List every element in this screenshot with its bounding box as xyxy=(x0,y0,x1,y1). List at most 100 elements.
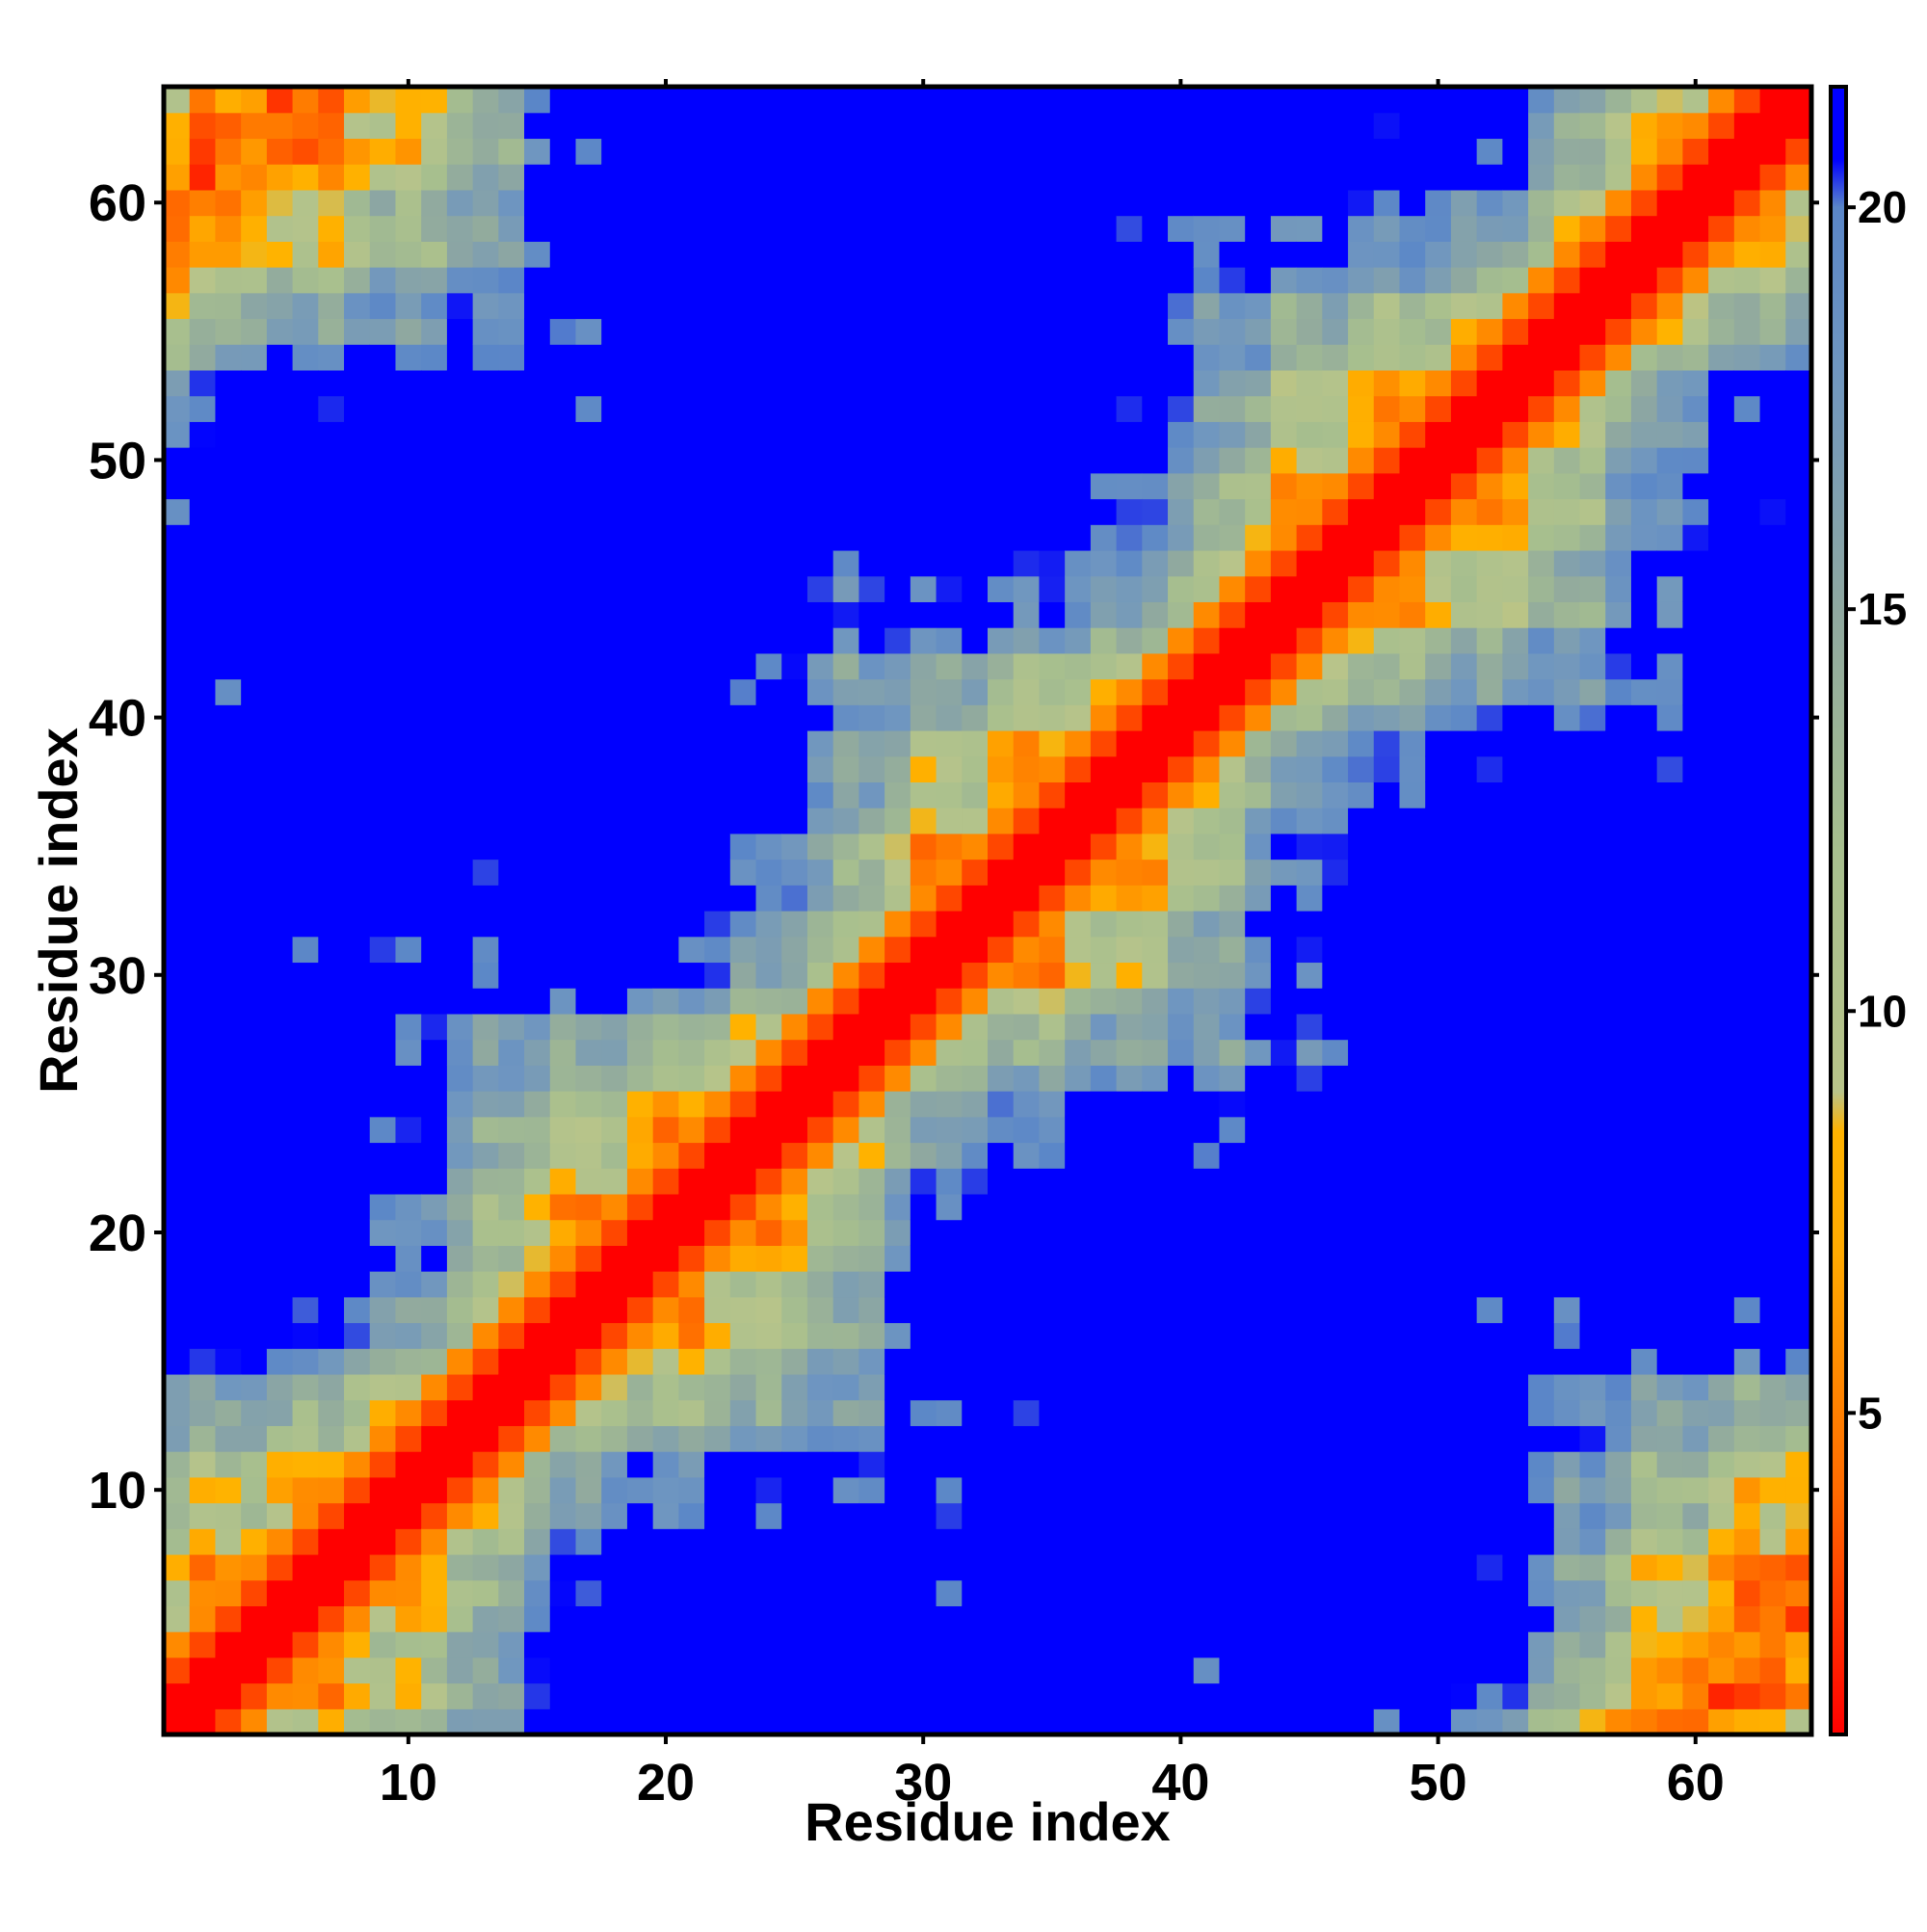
heatmap-cell xyxy=(1116,678,1143,705)
heatmap-cell xyxy=(1116,627,1143,654)
heatmap-cell xyxy=(1193,1142,1221,1169)
heatmap-cell xyxy=(1450,601,1478,628)
heatmap-cell xyxy=(806,962,834,989)
heatmap-cell xyxy=(575,1348,602,1375)
heatmap-cell xyxy=(781,1039,808,1066)
heatmap-cell xyxy=(1039,241,1066,268)
heatmap-cell xyxy=(1116,1656,1143,1684)
heatmap-cell xyxy=(1296,1399,1323,1426)
heatmap-cell xyxy=(1759,1013,1786,1041)
heatmap-cell xyxy=(395,1528,422,1555)
heatmap-cell xyxy=(806,1245,834,1272)
heatmap-cell xyxy=(704,189,731,217)
heatmap-cell xyxy=(1322,704,1349,731)
heatmap-cell xyxy=(1245,1091,1272,1118)
heatmap-cell xyxy=(755,833,782,860)
heatmap-cell xyxy=(1656,87,1684,114)
heatmap-cell xyxy=(781,189,808,217)
heatmap-cell xyxy=(1090,936,1118,964)
heatmap-cell xyxy=(1579,1116,1606,1144)
heatmap-cell xyxy=(1476,1065,1503,1092)
heatmap-cell xyxy=(806,911,834,938)
heatmap-cell xyxy=(344,1605,371,1632)
heatmap-cell xyxy=(1142,885,1169,912)
heatmap-cell xyxy=(1245,369,1272,397)
heatmap-cell xyxy=(626,1193,654,1221)
heatmap-cell xyxy=(189,112,217,140)
heatmap-cell xyxy=(575,241,602,268)
colorbar-tick-label: 20 xyxy=(1858,182,1907,232)
heatmap-cell xyxy=(936,189,963,217)
heatmap-cell xyxy=(1733,755,1761,783)
heatmap-cell xyxy=(1759,1579,1786,1607)
heatmap-cell xyxy=(421,1193,448,1221)
heatmap-cell xyxy=(601,215,628,242)
heatmap-cell xyxy=(729,318,757,345)
heatmap-cell xyxy=(1245,241,1272,268)
heatmap-cell xyxy=(1605,421,1632,448)
heatmap-cell xyxy=(164,1322,191,1349)
heatmap-cell xyxy=(1579,1451,1606,1478)
heatmap-cell xyxy=(395,652,422,680)
heatmap-cell xyxy=(1193,988,1221,1015)
heatmap-cell xyxy=(369,87,397,114)
heatmap-cell xyxy=(189,395,217,422)
heatmap-cell xyxy=(1270,704,1298,731)
heatmap-cell xyxy=(292,1013,319,1041)
heatmap-cell xyxy=(1785,524,1812,551)
heatmap-cell xyxy=(1090,1065,1118,1092)
heatmap-cell xyxy=(652,369,679,397)
heatmap-cell xyxy=(729,241,757,268)
heatmap-cell xyxy=(1270,859,1298,886)
heatmap-cell xyxy=(884,575,911,602)
heatmap-cell xyxy=(1013,627,1041,654)
heatmap-cell xyxy=(241,1373,268,1401)
heatmap-cell xyxy=(1245,807,1272,834)
heatmap-cell xyxy=(369,1322,397,1349)
heatmap-cell xyxy=(1142,833,1169,860)
heatmap-cell xyxy=(1630,292,1658,320)
heatmap-cell xyxy=(1708,729,1735,757)
heatmap-cell xyxy=(601,1656,628,1684)
heatmap-cell xyxy=(1630,1528,1658,1555)
heatmap-cell xyxy=(369,781,397,808)
heatmap-cell xyxy=(1785,164,1812,191)
heatmap-cell xyxy=(575,1553,602,1581)
heatmap-cell xyxy=(395,627,422,654)
heatmap-cell xyxy=(369,318,397,345)
heatmap-cell xyxy=(1142,138,1169,165)
heatmap-cell xyxy=(1502,1322,1529,1349)
heatmap-cell xyxy=(806,1451,834,1478)
heatmap-cell xyxy=(1553,1579,1581,1607)
heatmap-cell xyxy=(421,988,448,1015)
heatmap-cell xyxy=(266,1451,294,1478)
heatmap-cell xyxy=(704,549,731,577)
heatmap-cell xyxy=(910,962,937,989)
heatmap-cell xyxy=(858,1399,885,1426)
heatmap-cell xyxy=(1373,988,1401,1015)
heatmap-cell xyxy=(1348,729,1375,757)
heatmap-cell xyxy=(601,729,628,757)
heatmap-cell xyxy=(1785,1708,1812,1735)
heatmap-cell xyxy=(164,859,191,886)
heatmap-cell xyxy=(910,1528,937,1555)
heatmap-cell xyxy=(858,1219,885,1246)
heatmap-cell xyxy=(1116,1296,1143,1324)
heatmap-cell xyxy=(1579,1013,1606,1041)
heatmap-cell xyxy=(1116,704,1143,731)
heatmap-cell xyxy=(215,1399,242,1426)
heatmap-cell xyxy=(1270,1245,1298,1272)
heatmap-cell xyxy=(910,704,937,731)
heatmap-cell xyxy=(395,1553,422,1581)
heatmap-cell xyxy=(318,1039,345,1066)
heatmap-cell xyxy=(1142,189,1169,217)
heatmap-cell xyxy=(1502,1682,1529,1709)
heatmap-cell xyxy=(884,1425,911,1452)
heatmap-cell xyxy=(1476,1296,1503,1324)
heatmap-cell xyxy=(755,87,782,114)
heatmap-cell xyxy=(1039,1605,1066,1632)
heatmap-cell xyxy=(1142,421,1169,448)
heatmap-cell xyxy=(1425,962,1452,989)
heatmap-cell xyxy=(369,936,397,964)
heatmap-cell xyxy=(1168,267,1195,294)
